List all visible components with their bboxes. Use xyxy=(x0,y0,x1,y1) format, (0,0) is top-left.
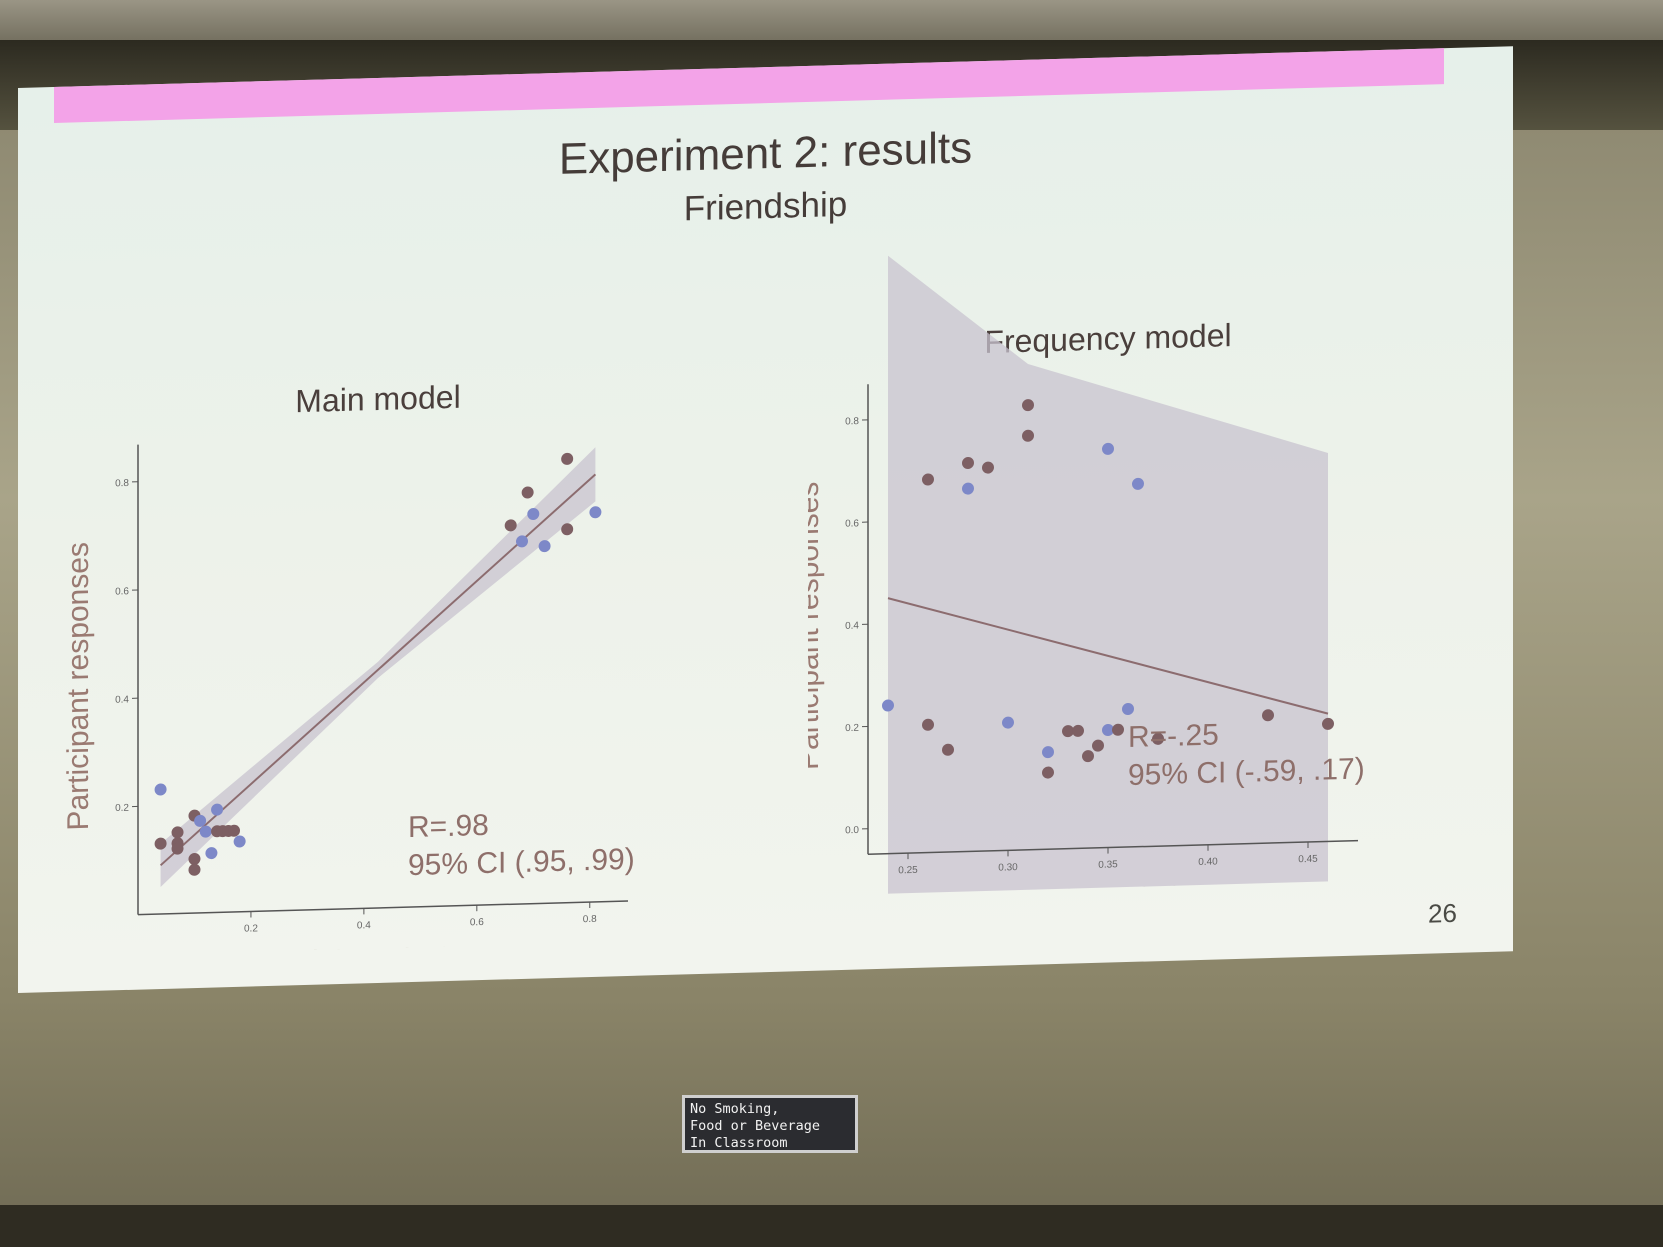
data-point xyxy=(982,461,994,474)
data-point xyxy=(589,506,602,519)
data-point xyxy=(188,863,201,876)
x-axis-label: Model predictions xyxy=(260,941,495,957)
x-tick-label: 0.30 xyxy=(998,862,1018,874)
x-tick-label: 0.2 xyxy=(244,923,258,934)
x-tick-label: 0.45 xyxy=(1298,854,1318,866)
data-point xyxy=(1002,716,1014,729)
data-point xyxy=(1022,399,1034,412)
data-point xyxy=(205,847,218,860)
projected-slide: Experiment 2: results Friendship Main mo… xyxy=(18,46,1513,994)
no-smoking-sign: No Smoking, Food or Beverage In Classroo… xyxy=(682,1095,858,1153)
data-point xyxy=(1072,724,1084,737)
data-point xyxy=(922,718,934,731)
regression-line xyxy=(887,597,1329,715)
data-point xyxy=(1262,709,1274,722)
x-tick-label: 0.4 xyxy=(357,920,371,931)
x-tick-label: 0.35 xyxy=(1098,859,1118,871)
data-point xyxy=(962,457,974,470)
data-point xyxy=(521,486,534,499)
data-point xyxy=(1122,702,1134,715)
y-axis-label: Participant responses xyxy=(62,542,95,831)
sign-line-2: Food or Beverage xyxy=(690,1118,821,1134)
data-point xyxy=(1092,739,1104,752)
data-point xyxy=(882,699,894,712)
y-axis-label: Participant responses xyxy=(808,481,825,770)
data-point xyxy=(1082,750,1094,763)
y-tick-label: 0.8 xyxy=(115,478,129,489)
y-tick-label: 0.2 xyxy=(845,723,859,734)
data-point xyxy=(1062,725,1074,738)
data-point xyxy=(1322,717,1334,730)
data-point xyxy=(922,473,934,486)
y-tick-label: 0.6 xyxy=(845,518,859,529)
data-point xyxy=(942,743,954,756)
data-point xyxy=(1152,732,1164,745)
frequency-model-svg: Frequency model 0.25 0.30 0.35 0.40 0.45 0.0 0.… xyxy=(792,255,1365,975)
x-tick-label: 0.6 xyxy=(470,917,484,928)
data-point xyxy=(504,519,517,532)
data-point xyxy=(1042,766,1054,779)
data-point xyxy=(1022,429,1034,442)
data-point xyxy=(194,814,207,827)
x-tick-label: 0.8 xyxy=(583,914,597,925)
data-point xyxy=(1132,477,1144,490)
data-point xyxy=(516,535,528,548)
y-tick-label: 0.2 xyxy=(115,803,129,814)
stats-annotation: 95% CI (.95, .99) xyxy=(408,843,635,882)
sign-line-1: No Smoking, xyxy=(690,1101,780,1117)
floor-edge xyxy=(0,1205,1663,1247)
data-point xyxy=(154,783,167,796)
x-axis xyxy=(138,900,628,916)
data-point xyxy=(233,835,246,848)
data-point xyxy=(561,452,574,465)
chart-title: Frequency model xyxy=(984,317,1231,360)
confidence-band xyxy=(888,255,1328,975)
x-tick-label: 0.25 xyxy=(898,865,918,877)
x-tick-label: 0.40 xyxy=(1198,856,1218,868)
y-tick-label: 0.6 xyxy=(115,586,129,597)
data-point xyxy=(211,803,224,816)
y-tick-label: 0.4 xyxy=(845,620,859,631)
stats-annotation: 95% CI (-.59, .17) xyxy=(1128,752,1365,792)
main-model-chart: Main model 0.2 0.4 0.6 0.8 0.2 0.4 0.6 0.8 Model … xyxy=(58,299,698,981)
y-tick-label: 0.4 xyxy=(115,694,129,705)
data-point xyxy=(199,825,212,838)
data-point xyxy=(228,824,240,837)
data-point xyxy=(1042,746,1054,759)
chart-title: Main model xyxy=(295,379,460,420)
data-point xyxy=(1112,723,1124,736)
main-model-svg: Main model 0.2 0.4 0.6 0.8 0.2 0.4 0.6 0.8 Model … xyxy=(62,379,635,981)
data-point xyxy=(538,540,551,553)
data-point xyxy=(171,826,184,839)
slide-number: 26 xyxy=(1428,897,1457,929)
data-point xyxy=(1102,723,1114,737)
data-point xyxy=(962,482,974,495)
sign-line-3: In Classroom xyxy=(690,1135,788,1151)
frequency-model-chart: Frequency model 0.25 0.30 0.35 0.40 0.45 0.0 0.… xyxy=(792,238,1458,975)
stats-annotation: R=.98 xyxy=(408,809,489,844)
data-point xyxy=(1102,442,1114,455)
data-point xyxy=(561,523,574,536)
confidence-band xyxy=(160,447,596,887)
stats-annotation: R=-.25 xyxy=(1128,718,1219,754)
data-point xyxy=(188,852,201,865)
y-tick-label: 0.8 xyxy=(845,416,859,427)
regression-line xyxy=(159,473,597,867)
x-axis xyxy=(868,839,1358,856)
y-tick-label: 0.0 xyxy=(845,825,859,836)
data-point xyxy=(171,842,184,855)
data-point xyxy=(527,507,540,520)
data-point xyxy=(154,837,167,850)
